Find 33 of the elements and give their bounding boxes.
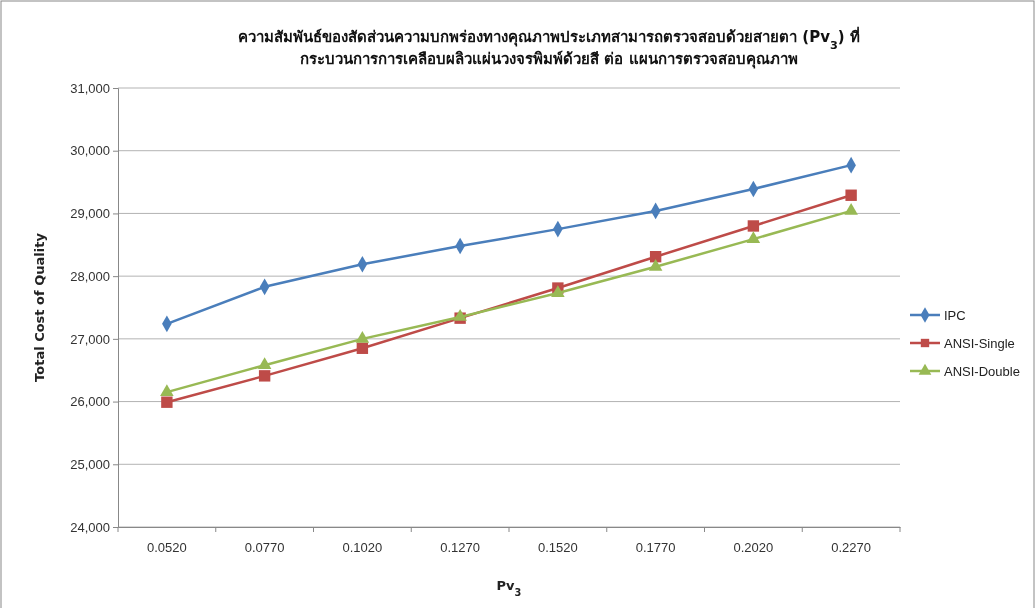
x-tick-label: 0.0770	[244, 540, 285, 556]
y-tick-label: 31,000	[70, 80, 110, 96]
point	[747, 220, 760, 232]
point	[844, 203, 858, 215]
legend-label: ANSI-Single	[944, 335, 1015, 351]
y-tick-label: 24,000	[70, 519, 110, 535]
point	[161, 396, 173, 408]
y-tick-label: 27,000	[70, 331, 110, 347]
x-tick-label: 0.1020	[342, 540, 383, 556]
point	[355, 331, 370, 343]
x-axis-title: Pv$_{3}$	[496, 578, 522, 598]
y-tick-label: 26,000	[70, 394, 110, 410]
x-tick-label: 0.1520	[537, 540, 578, 556]
y-tick-label: 25,000	[70, 456, 110, 472]
x-tick-label: 0.2020	[733, 540, 774, 556]
y-tick-label: 28,000	[70, 268, 110, 284]
y-axis-title: Total Cost of Quality	[32, 232, 47, 382]
x-tick-label: 0.1770	[635, 540, 676, 556]
point	[648, 258, 663, 271]
point	[746, 231, 761, 244]
point	[845, 189, 857, 201]
y-tick-label: 30,000	[70, 143, 110, 159]
x-tick-label: 0.2270	[831, 540, 872, 556]
legend-label: IPC	[944, 307, 966, 323]
x-tick-label: 0.1270	[440, 540, 481, 556]
point	[356, 342, 369, 354]
chart-title: ความสัมพันธ์ของสัดส่วนความบกพร่องทางคุณภาพประเภทสามารถตรวจสอบด้วยสายตา (Pv$_{3}$) ที่ กระบวนการการเคลือบผลิวแผ่นวงจรพิมพ์ด้วยสี ต่อ แผนการตรวจสอบคุณภาพ	[238, 28, 860, 68]
point	[160, 384, 174, 397]
y-tick-label: 29,000	[70, 206, 110, 222]
point	[258, 370, 271, 382]
x-tick-label: 0.0520	[146, 540, 187, 556]
legend-label: ANSI-Double	[944, 363, 1020, 379]
point	[257, 357, 272, 370]
